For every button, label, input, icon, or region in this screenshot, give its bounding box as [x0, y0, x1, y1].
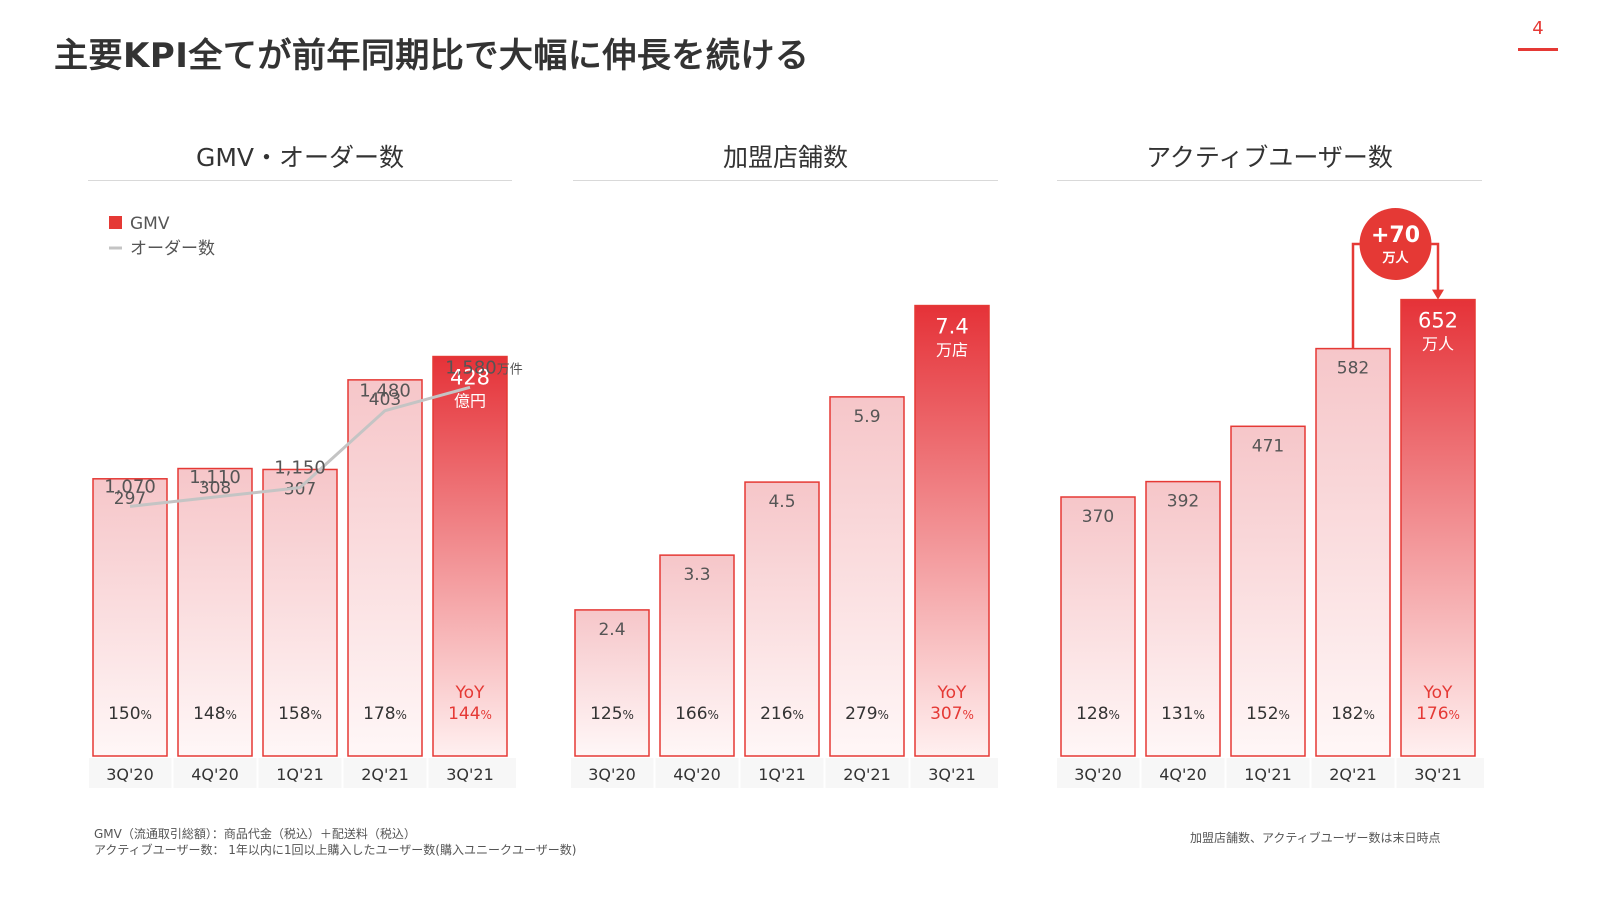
page-title: 主要KPI全てが前年同期比で大幅に伸長を続ける: [54, 36, 810, 76]
gmv-panel-rule: [88, 180, 512, 181]
stores-category-label: 4Q'20: [673, 765, 721, 784]
stores-category-label: 1Q'21: [758, 765, 806, 784]
delta-badge-value: +70: [1371, 223, 1420, 248]
users-yoy-label: 128%: [1076, 704, 1120, 724]
users-value-label: 471: [1252, 436, 1284, 456]
gmv-yoy-prefix: YoY: [455, 683, 486, 703]
users-bar: [1315, 347, 1391, 757]
stores-value-label: 4.5: [768, 492, 795, 512]
users-panel-title: アクティブユーザー数: [1146, 143, 1393, 172]
users-yoy-label: 182%: [1331, 704, 1375, 724]
stores-category-label: 2Q'21: [843, 765, 891, 784]
stores-category-label: 3Q'21: [928, 765, 976, 784]
stores-yoy-label: 307%: [930, 704, 974, 724]
stores-bar: [659, 554, 735, 757]
stores-bar: [829, 396, 905, 757]
stores-bar: [744, 481, 820, 757]
gmv-category-label: 4Q'20: [191, 765, 239, 784]
stores-value-label: 3.3: [683, 565, 710, 585]
gmv-bar: [177, 467, 253, 757]
stores-bar: [574, 609, 650, 757]
orders-value-label: 1,070: [104, 476, 156, 497]
delta-connector-right: [1431, 242, 1440, 292]
delta-badge: [1359, 208, 1432, 280]
stores-value-label: 2.4: [598, 620, 625, 640]
users-category-label: 4Q'20: [1159, 765, 1207, 784]
stores-bar: [914, 304, 990, 757]
users-category-label: 1Q'21: [1244, 765, 1292, 784]
users-bar: [1145, 480, 1221, 757]
users-yoy-label: 152%: [1246, 704, 1290, 724]
stores-yoy-label: 216%: [760, 704, 804, 724]
delta-arrowhead: [1432, 289, 1444, 300]
stores-yoy-label: 166%: [675, 704, 719, 724]
gmv-yoy-label: 178%: [363, 704, 407, 724]
legend-orders-label: オーダー数: [130, 239, 215, 259]
users-category-label: 3Q'21: [1414, 765, 1462, 784]
legend-gmv-label: GMV: [130, 214, 170, 234]
stores-yoy-prefix: YoY: [937, 683, 968, 703]
stores-value-label: 7.4: [935, 315, 968, 339]
stores-category-band: [571, 758, 998, 788]
stores-category-label: 3Q'20: [588, 765, 636, 784]
users-yoy-label: 176%: [1416, 704, 1460, 724]
users-bar: [1060, 496, 1136, 757]
gmv-panel-title: GMV・オーダー数: [195, 143, 405, 172]
gmv-bar: [347, 379, 423, 757]
footnote-gmv: GMV（流通取引総額）：商品代金（税込）＋配送料（税込）: [94, 827, 416, 841]
users-category-label: 3Q'20: [1074, 765, 1122, 784]
gmv-value-label: 308: [199, 479, 231, 499]
delta-connector-left: [1351, 242, 1360, 349]
gmv-category-band: [89, 758, 516, 788]
gmv-yoy-label: 150%: [108, 704, 152, 724]
stores-panel-title: 加盟店舗数: [722, 143, 848, 172]
users-category-band: [1057, 758, 1484, 788]
stores-panel-rule: [573, 180, 998, 181]
orders-value-label: 1,150: [274, 458, 326, 479]
users-value-label: 582: [1337, 359, 1369, 379]
gmv-category-label: 3Q'20: [106, 765, 154, 784]
gmv-category-label: 3Q'21: [446, 765, 494, 784]
stores-value-label: 5.9: [853, 407, 880, 427]
gmv-value-label: 428: [450, 366, 490, 390]
gmv-bar: [262, 468, 338, 757]
footnote-active-users: アクティブユーザー数： 1年以内に1回以上購入したユーザー数(購入ユニークユーザ…: [94, 843, 577, 857]
orders-value-label: 1,480: [359, 381, 411, 402]
footnote-right: 加盟店舗数、アクティブユーザー数は末日時点: [1190, 831, 1441, 845]
users-value-label: 652: [1418, 309, 1458, 333]
page-number: 4: [1532, 18, 1544, 39]
stores-value-unit: 万店: [936, 341, 968, 360]
gmv-value-label: 403: [369, 390, 401, 410]
orders-value-label: 1,580万件: [445, 357, 523, 378]
users-yoy-prefix: YoY: [1423, 683, 1454, 703]
stores-yoy-label: 279%: [845, 704, 889, 724]
footnote-left: GMV（流通取引総額）：商品代金（税込）＋配送料（税込） アクティブユーザー数：…: [94, 826, 576, 858]
users-value-label: 370: [1082, 507, 1114, 527]
gmv-bar: [92, 478, 168, 757]
stores-yoy-label: 125%: [590, 704, 634, 724]
gmv-yoy-label: 144%: [448, 704, 492, 724]
gmv-value-unit: 億円: [454, 392, 486, 411]
users-category-label: 2Q'21: [1329, 765, 1377, 784]
delta-badge-unit: 万人: [1381, 250, 1409, 266]
users-yoy-label: 131%: [1161, 704, 1205, 724]
gmv-category-label: 2Q'21: [361, 765, 409, 784]
gmv-yoy-label: 158%: [278, 704, 322, 724]
users-value-label: 392: [1167, 492, 1199, 512]
gmv-category-label: 1Q'21: [276, 765, 324, 784]
gmv-value-label: 307: [284, 479, 316, 499]
gmv-value-label: 297: [114, 489, 146, 509]
gmv-bar: [432, 355, 508, 757]
users-bar: [1230, 425, 1306, 757]
users-panel-rule: [1057, 180, 1482, 181]
users-value-unit: 万人: [1422, 335, 1454, 354]
orders-line: [129, 385, 471, 508]
orders-value-label: 1,110: [189, 467, 241, 488]
page-number-underline: [1518, 48, 1558, 51]
gmv-yoy-label: 148%: [193, 704, 237, 724]
legend-gmv-marker: [109, 216, 122, 229]
